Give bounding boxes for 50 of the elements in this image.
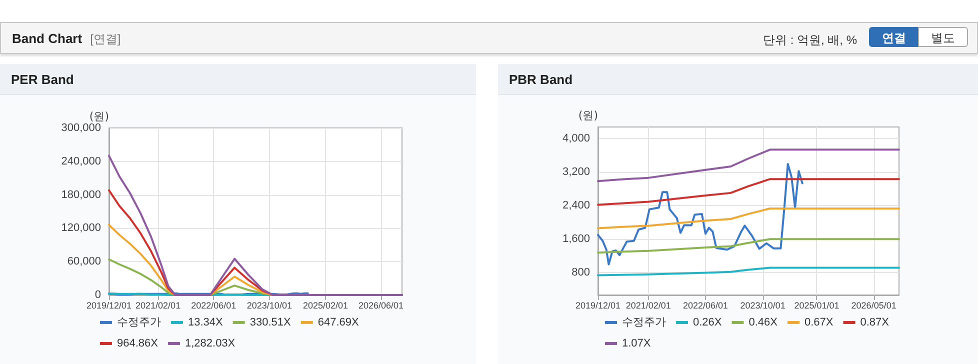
line-series (597, 238, 900, 254)
line-series (597, 266, 900, 276)
y-tick-label: 1,600 (562, 233, 590, 246)
legend-label: 0.26X (693, 316, 722, 328)
legend-label: 0.87X (860, 316, 890, 328)
text: 단위 : 억원, 배, % (762, 32, 857, 49)
x-tick-label: 2021/02/01 (626, 300, 671, 310)
button: 별도 (918, 27, 968, 47)
x-tick-label: 2023/10/01 (246, 300, 292, 310)
button: 연결 (869, 27, 919, 47)
legend-label: 647.69X (318, 316, 360, 328)
line-series (597, 207, 900, 230)
y-tick-label: 300,000 (61, 122, 101, 134)
y-tick-label: 4,000 (562, 132, 590, 144)
x-tick-label: 2025/01/01 (794, 300, 840, 310)
text: Band Chart (12, 31, 82, 46)
x-tick-label: 2026/05/01 (851, 300, 896, 310)
legend-label: 1.07X (622, 338, 652, 350)
legend-label: 수정주가 (117, 316, 161, 328)
y-axis-title: (원) (578, 109, 598, 122)
y-tick-label: 800 (572, 266, 590, 279)
x-tick-label: 2019/12/01 (575, 300, 621, 310)
chart-title: PBR Band (498, 64, 978, 95)
legend-label: 1,282.03X (184, 338, 236, 350)
text: [연결] (90, 32, 121, 46)
x-tick-label: 2022/06/01 (191, 300, 236, 310)
y-tick-label: 2,400 (562, 200, 590, 212)
x-tick-label: 2023/10/01 (740, 300, 786, 310)
y-tick-label: 240,000 (61, 155, 101, 168)
line-series (597, 162, 804, 266)
legend-label: 수정주가 (622, 316, 666, 328)
y-tick-label: 180,000 (61, 188, 101, 201)
legend-label: 330.51X (250, 316, 292, 328)
legend-label: 0.67X (804, 316, 834, 328)
x-tick-label: 2019/12/01 (86, 300, 132, 310)
line-series (597, 148, 900, 182)
y-axis-title: (원) (89, 110, 109, 123)
legend-label: 13.34X (188, 316, 224, 328)
legend-label: 0.46X (748, 316, 778, 328)
x-tick-label: 2022/06/01 (682, 300, 728, 310)
y-tick-label: 0 (94, 289, 101, 301)
y-tick-label: 3,200 (562, 166, 590, 178)
y-tick-label: 60,000 (67, 256, 101, 268)
line-series (597, 178, 900, 206)
chart-title: PER Band (0, 64, 476, 95)
x-tick-label: 2026/06/01 (358, 300, 404, 310)
x-tick-label: 2025/02/01 (302, 300, 348, 310)
x-tick-label: 2021/02/01 (136, 300, 181, 310)
legend-label: 964.86X (117, 338, 159, 350)
y-tick-label: 120,000 (61, 222, 101, 234)
